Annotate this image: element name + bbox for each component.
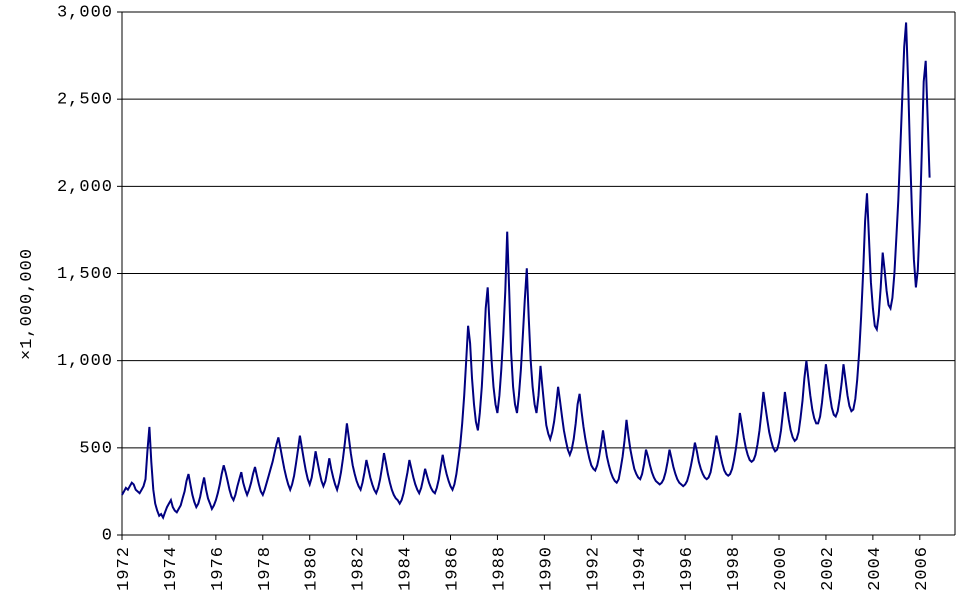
svg-text:2002: 2002 [819, 546, 838, 591]
svg-text:1992: 1992 [584, 546, 603, 591]
svg-text:1986: 1986 [444, 546, 463, 591]
svg-text:1972: 1972 [115, 546, 134, 591]
svg-text:2,500: 2,500 [57, 91, 113, 110]
svg-text:3,000: 3,000 [57, 3, 113, 22]
svg-text:1,000: 1,000 [57, 352, 113, 371]
svg-text:2000: 2000 [772, 546, 791, 591]
svg-text:1978: 1978 [256, 546, 275, 591]
chart-canvas: 0 500 1,000 1,500 2,000 2,500 3,000 1972 1974 197… [0, 0, 970, 603]
svg-text:1990: 1990 [537, 546, 556, 591]
svg-text:0: 0 [102, 526, 113, 545]
svg-text:1,500: 1,500 [57, 265, 113, 284]
svg-text:2004: 2004 [866, 546, 885, 591]
svg-text:1996: 1996 [678, 546, 697, 591]
svg-text:1994: 1994 [631, 546, 650, 591]
y-axis-label: ×1,000,000 [18, 248, 37, 360]
svg-text:2006: 2006 [913, 546, 932, 591]
svg-text:1998: 1998 [725, 546, 744, 591]
svg-text:1980: 1980 [303, 546, 322, 591]
svg-text:2,000: 2,000 [57, 178, 113, 197]
timeseries-chart: ×1,000,000 0 500 1,000 1,500 2,000 2,500 3,000… [0, 0, 970, 603]
svg-text:1982: 1982 [350, 546, 369, 591]
svg-text:1984: 1984 [397, 546, 416, 591]
svg-text:1976: 1976 [209, 546, 228, 591]
svg-text:500: 500 [79, 439, 113, 458]
svg-text:1988: 1988 [490, 546, 509, 591]
svg-text:1974: 1974 [162, 546, 181, 591]
